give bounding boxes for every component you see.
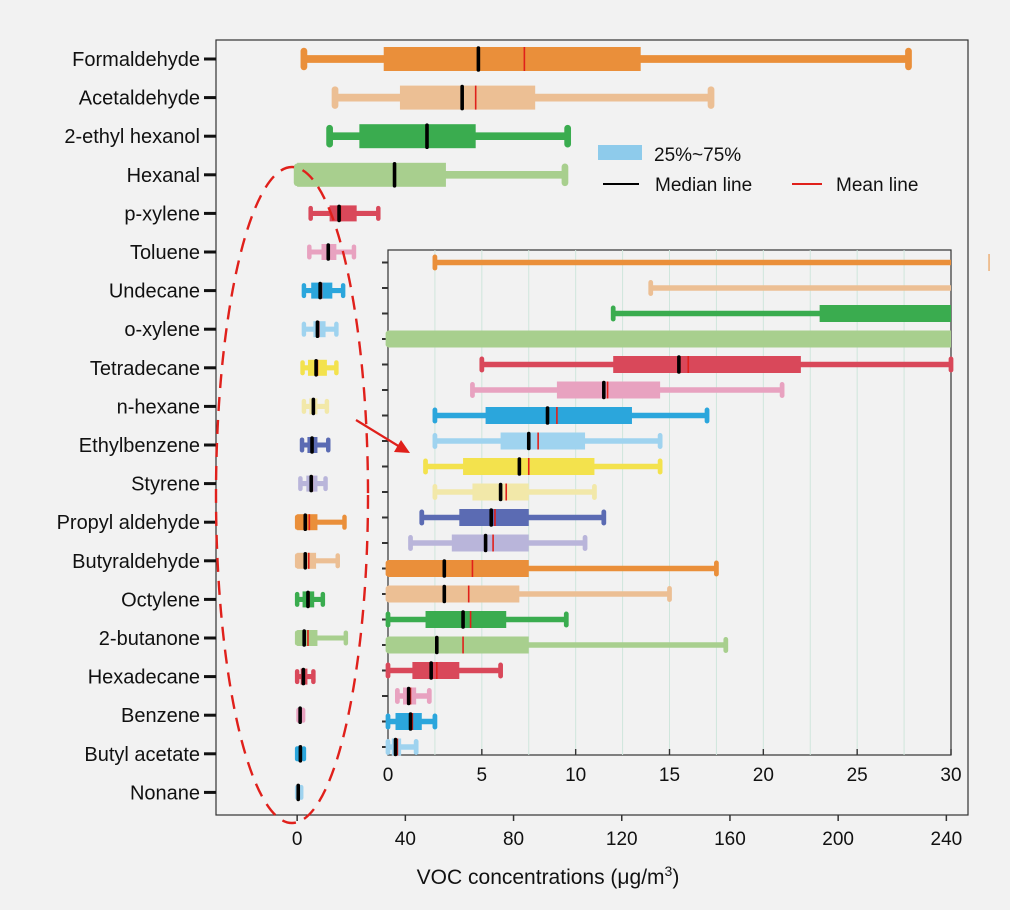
x-axis-label-text: VOC concentrations (μg/m — [417, 866, 665, 889]
inset-11-iqr-box — [459, 509, 529, 526]
inset-plot: 0 5 10 15 20 25 30 — [382, 249, 990, 786]
y-tick-label: 2-butanone — [99, 628, 200, 650]
inset-19-iqr-box — [395, 713, 422, 730]
main-1-iqr-box — [383, 47, 641, 71]
inset-7-iqr-box — [485, 407, 632, 424]
y-tick-label: Formaldehyde — [72, 49, 200, 71]
y-tick-label: Butyraldehyde — [72, 551, 200, 573]
main-boxes — [293, 46, 912, 802]
x-axis-label-suffix: ) — [672, 866, 679, 889]
main-axes: 0 40 80 120 160 200 240FormaldehydeAcetaldehyd… — [57, 39, 969, 850]
y-tick-label: Styrene — [131, 474, 200, 496]
inset-13-iqr-box — [388, 560, 529, 577]
annotations — [214, 165, 410, 825]
inset-8-iqr-box — [500, 432, 586, 450]
y-tick-label: Octylene — [121, 589, 200, 611]
main-13-iqr-box — [297, 514, 318, 531]
inset-12-iqr-box — [451, 534, 529, 552]
y-tick-label: Nonane — [130, 782, 200, 804]
inset-x-tick-label: 30 — [940, 765, 961, 786]
inset-17-iqr-box — [412, 662, 460, 679]
y-tick-label: 2-ethyl hexanol — [64, 126, 200, 148]
y-tick-label: Propyl aldehyde — [57, 512, 200, 534]
inset-x-tick-label: 20 — [753, 765, 774, 786]
legend-mean-label: Mean line — [836, 175, 918, 196]
inset-6-iqr-box — [556, 381, 661, 399]
y-tick-label: Acetaldehyde — [79, 88, 200, 110]
inset-1-iqr-box — [988, 254, 990, 271]
x-tick-label: 160 — [714, 829, 746, 850]
legend: 25%~75% Median line Mean line — [598, 145, 918, 196]
y-tick-label: Butyl acetate — [84, 744, 200, 766]
legend-iqr-swatch — [598, 145, 642, 160]
y-tick-label: Toluene — [130, 242, 200, 264]
inset-15-iqr-box — [425, 611, 507, 628]
inset-5-iqr-box — [613, 356, 801, 373]
y-tick-label: Hexanal — [127, 165, 200, 187]
x-tick-label: 200 — [822, 829, 854, 850]
main-5-iqr-box — [329, 205, 357, 222]
inset-x-tick-label: 0 — [383, 765, 394, 786]
inset-x-tick-label: 15 — [659, 765, 680, 786]
zoom-arrow-shaft — [355, 419, 401, 448]
y-tick-label: Ethylbenzene — [79, 435, 200, 457]
legend-iqr-label: 25%~75% — [654, 145, 741, 166]
inset-x-tick-label: 25 — [847, 765, 868, 786]
y-tick-label: Hexadecane — [88, 667, 200, 689]
x-tick-label: 120 — [606, 829, 638, 850]
inset-3-iqr-box — [819, 305, 951, 322]
inset-x-tick-label: 5 — [477, 765, 488, 786]
x-tick-label: 240 — [931, 829, 963, 850]
x-axis-label: VOC concentrations (μg/m3) — [417, 863, 680, 889]
y-tick-label: Benzene — [121, 705, 200, 727]
main-plot-frame — [215, 39, 969, 816]
inset-4-iqr-box — [388, 330, 951, 348]
inset-14-iqr-box — [388, 585, 520, 603]
main-3-iqr-box — [359, 124, 476, 149]
y-tick-label: p-xylene — [124, 203, 200, 225]
inset-x-tick-label: 10 — [565, 765, 586, 786]
x-tick-label: 80 — [503, 829, 524, 850]
zoom-arrow-head — [394, 440, 410, 453]
x-tick-label: 40 — [395, 829, 416, 850]
main-2-iqr-box — [399, 85, 536, 110]
y-tick-label: o-xylene — [124, 319, 200, 341]
main-4-iqr-box — [297, 162, 446, 187]
zoom-region-ellipse — [214, 165, 370, 825]
x-tick-label: 0 — [292, 829, 303, 850]
inset-16-iqr-box — [388, 636, 529, 654]
x-axis-label-superscript: 3 — [665, 863, 673, 879]
y-tick-label: Tetradecane — [90, 358, 200, 380]
y-tick-label: Undecane — [109, 281, 200, 303]
y-tick-label: n-hexane — [117, 396, 200, 418]
legend-median-label: Median line — [655, 175, 752, 196]
